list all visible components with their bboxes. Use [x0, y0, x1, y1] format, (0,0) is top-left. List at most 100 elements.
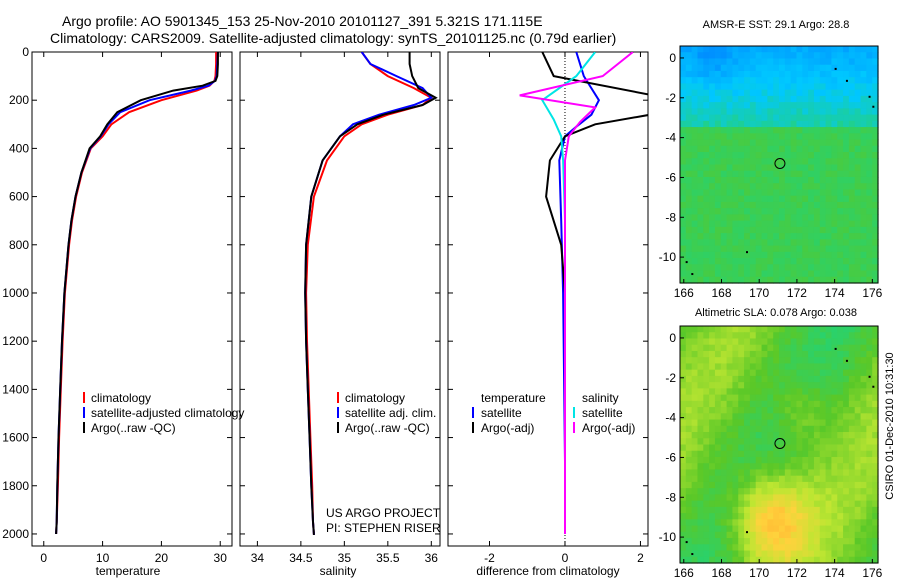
map-cell — [749, 133, 757, 141]
map-cell — [866, 133, 873, 141]
map-cell — [691, 494, 699, 502]
map-cell — [813, 550, 821, 558]
map-cell — [767, 513, 774, 520]
map-cell — [761, 425, 768, 433]
map-cell — [808, 463, 815, 471]
map-cell — [720, 170, 728, 178]
map-cell — [761, 258, 768, 265]
map-cell — [755, 251, 763, 259]
map-cell — [860, 413, 867, 421]
map-cell — [808, 544, 815, 552]
map-cell — [796, 338, 803, 346]
map-cell — [761, 139, 768, 147]
map-cell — [848, 226, 856, 234]
map-cell — [755, 245, 763, 253]
map-cell — [860, 220, 867, 228]
map-cell — [691, 469, 699, 477]
map-cell — [749, 456, 757, 464]
map-cell — [825, 52, 833, 60]
map-cell — [773, 127, 780, 134]
map-cell — [837, 432, 844, 439]
map-cell — [761, 102, 768, 109]
y-tick-label: 800 — [9, 238, 29, 252]
map-cell — [813, 152, 821, 159]
map-cell — [714, 519, 722, 527]
map-cell — [802, 413, 809, 421]
map-cell — [732, 556, 739, 564]
map-cell — [773, 164, 780, 172]
map-cell — [685, 108, 693, 116]
map-cell — [825, 239, 833, 247]
map-cell — [714, 475, 722, 483]
map-cell — [697, 350, 704, 358]
map-cell — [685, 183, 693, 191]
map-cell — [720, 413, 728, 421]
map-cell — [714, 456, 722, 464]
map-cell — [738, 64, 745, 72]
map-cell — [779, 108, 786, 116]
map-cell — [837, 326, 844, 333]
map-cell — [767, 108, 774, 116]
map-cell — [691, 183, 699, 191]
map-cell — [819, 519, 827, 527]
map-cell — [680, 494, 687, 502]
map-y-tick-label: -8 — [665, 210, 676, 224]
map-cell — [767, 120, 774, 128]
map-cell — [685, 164, 693, 172]
map-cell — [796, 363, 803, 371]
map-cell — [872, 214, 879, 222]
map-cell — [680, 251, 687, 259]
map-cell — [749, 64, 757, 72]
map-cell — [744, 456, 751, 464]
map-cell — [714, 544, 722, 552]
map-cell — [761, 488, 768, 495]
map-cell — [773, 220, 780, 228]
map-cell — [796, 170, 803, 178]
map-cell — [802, 127, 809, 134]
map-cell — [796, 432, 803, 439]
map-cell — [837, 450, 844, 458]
map-cell — [831, 544, 838, 552]
map-cell — [808, 488, 815, 495]
map-cell — [755, 357, 763, 365]
map-cell — [813, 475, 821, 483]
map-cell — [773, 276, 780, 284]
map-cell — [703, 233, 710, 240]
map-cell — [720, 519, 728, 527]
map-cell — [755, 550, 763, 558]
map-cell — [738, 258, 745, 265]
map-cell — [808, 208, 815, 215]
map-cell — [749, 251, 757, 259]
map-cell — [680, 164, 687, 172]
map-cell — [680, 214, 687, 222]
map-cell — [767, 413, 774, 421]
map-cell — [831, 270, 838, 278]
map-cell — [726, 394, 734, 402]
map-cell — [767, 95, 774, 103]
map-cell — [825, 58, 833, 66]
map-cell — [802, 538, 809, 545]
map-cell — [779, 152, 786, 159]
map-cell — [866, 350, 873, 358]
map-cell — [738, 456, 745, 464]
map-cell — [866, 388, 873, 396]
map-cell — [685, 494, 693, 502]
map-cell — [697, 145, 704, 153]
map-cell — [837, 120, 844, 128]
argo-location-marker — [774, 438, 786, 450]
map-cell — [685, 114, 693, 122]
map-cell — [802, 176, 809, 184]
map-cell — [779, 413, 786, 421]
map-cell — [761, 432, 768, 439]
map-cell — [732, 531, 739, 539]
map-cell — [720, 350, 728, 358]
map-cell — [680, 258, 687, 265]
map-cell — [732, 444, 739, 452]
map-cell — [744, 488, 751, 495]
map-cell — [802, 201, 809, 209]
map-cell — [761, 77, 768, 85]
map-cell — [825, 120, 833, 128]
map-cell — [685, 89, 693, 97]
map-cell — [866, 550, 873, 558]
map-cell — [761, 239, 768, 247]
